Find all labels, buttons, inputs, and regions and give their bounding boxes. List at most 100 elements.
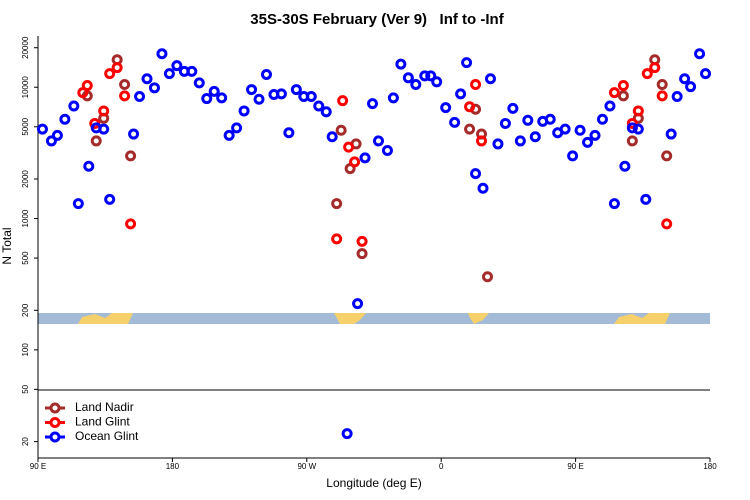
point: [464, 123, 476, 135]
point: [193, 77, 205, 89]
legend-marker: [49, 417, 61, 428]
point: [305, 91, 317, 103]
legend-marker: [49, 431, 61, 443]
point: [617, 80, 629, 92]
point: [201, 93, 213, 105]
point: [367, 98, 379, 110]
point: [574, 124, 586, 136]
x-axis-label: Longitude (deg E): [326, 476, 421, 490]
point: [671, 91, 683, 103]
x-tick-label: 90 E: [30, 462, 46, 471]
y-tick-label: 5000: [21, 117, 30, 135]
point: [128, 128, 140, 140]
point: [260, 69, 272, 81]
point: [402, 72, 414, 84]
point: [208, 85, 220, 97]
y-tick-label: 100: [21, 343, 30, 357]
point: [522, 114, 534, 126]
point: [290, 84, 302, 96]
legend-label: Ocean Glint: [75, 429, 139, 443]
point: [476, 135, 488, 147]
point: [223, 129, 235, 141]
point: [246, 84, 258, 96]
y-tick-label: 50: [21, 384, 30, 393]
point: [617, 90, 629, 102]
point: [440, 102, 452, 114]
point: [186, 65, 198, 77]
point: [632, 105, 644, 117]
legend-label: Land Nadir: [75, 400, 134, 414]
point: [604, 100, 616, 112]
legend-label: Land Glint: [75, 415, 130, 429]
point: [134, 91, 146, 103]
point: [148, 82, 160, 94]
point: [125, 218, 137, 230]
point: [619, 160, 631, 172]
point: [356, 235, 368, 247]
point: [275, 88, 287, 100]
point: [700, 68, 712, 80]
point: [81, 80, 93, 92]
x-tick-label: 90 E: [567, 462, 583, 471]
point: [119, 78, 131, 90]
point: [431, 76, 443, 88]
point: [626, 122, 638, 134]
x-tick-label: 0: [439, 462, 444, 471]
point: [470, 78, 482, 90]
x-tick-label: 180: [166, 462, 180, 471]
y-tick-label: 10000: [21, 76, 30, 99]
point: [83, 160, 95, 172]
point: [544, 113, 556, 125]
point: [470, 168, 482, 180]
point: [335, 124, 347, 136]
point: [283, 127, 295, 139]
point: [381, 144, 393, 156]
y-axis-label: N Total: [0, 227, 14, 264]
point: [216, 92, 228, 104]
point: [320, 106, 332, 118]
point: [171, 60, 183, 72]
point: [359, 152, 371, 164]
point: [514, 135, 526, 147]
chart-title: 35S-30S February (Ver 9) Inf to -Inf: [250, 11, 504, 28]
point: [98, 105, 110, 117]
point: [665, 128, 677, 140]
point: [596, 113, 608, 125]
point: [679, 73, 691, 85]
point: [582, 136, 594, 148]
point: [356, 248, 368, 260]
point: [36, 123, 48, 135]
point: [499, 117, 511, 129]
y-tick-label: 200: [21, 303, 30, 317]
point: [425, 70, 437, 82]
x-tick-label: 90 W: [297, 462, 316, 471]
point: [51, 129, 63, 141]
point: [481, 271, 493, 283]
point: [632, 123, 644, 135]
point: [419, 70, 431, 82]
y-tick-label: 2000: [21, 170, 30, 188]
point: [372, 135, 384, 147]
y-tick-label: 20000: [21, 36, 30, 59]
point: [337, 95, 349, 107]
point: [141, 73, 153, 85]
point: [90, 135, 102, 147]
point: [492, 138, 504, 150]
point: [352, 298, 364, 310]
point: [45, 135, 57, 147]
point: [529, 131, 541, 143]
point: [72, 198, 84, 210]
legend-marker: [49, 402, 61, 414]
point: [343, 141, 355, 153]
point: [326, 131, 338, 143]
point: [461, 57, 473, 69]
point: [484, 73, 496, 85]
point: [387, 92, 399, 104]
point: [59, 113, 71, 125]
point: [231, 122, 243, 134]
point: [341, 428, 353, 440]
point: [649, 62, 661, 74]
point: [98, 123, 110, 135]
point: [656, 78, 668, 90]
